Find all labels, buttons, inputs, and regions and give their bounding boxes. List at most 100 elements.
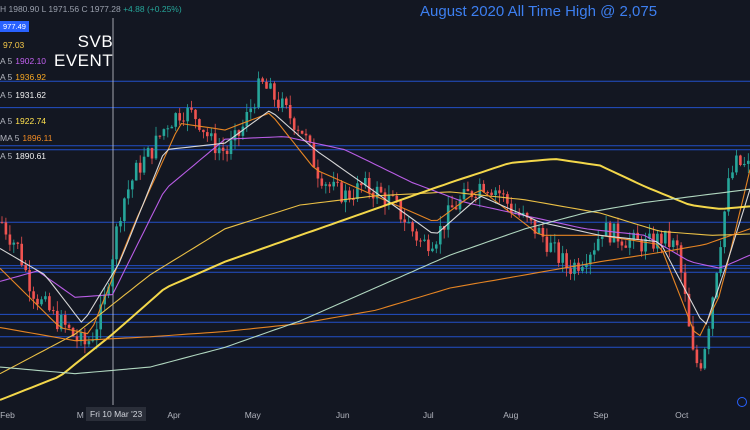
candle-body (123, 198, 126, 221)
event-date-marker: Fri 10 Mar '23 (86, 407, 147, 421)
candle-body (640, 239, 643, 252)
legend-item[interactable]: A 5 1890.61 (0, 151, 46, 161)
candle-body (158, 135, 162, 137)
x-axis-tick-label: May (244, 410, 261, 420)
candle-body (743, 163, 746, 166)
candle-body (510, 203, 513, 214)
candle-body (0, 222, 4, 224)
ohlc-close: C 1977.28 (81, 4, 121, 14)
candle-body (529, 217, 533, 221)
legend-item[interactable]: MA 5 1896.11 (0, 133, 52, 143)
legend-item-label: A 5 (0, 90, 13, 100)
moving-average-line-4 (0, 158, 750, 401)
candle-body (296, 129, 300, 131)
candle-body (217, 147, 221, 154)
candle-body (569, 268, 572, 274)
candle-body (439, 226, 442, 245)
candle-body (194, 109, 197, 120)
candle-body (632, 232, 635, 240)
candle-body (308, 135, 312, 143)
legend-item-label: A 5 (0, 151, 13, 161)
candle-body (91, 340, 95, 342)
candle-body (142, 156, 146, 173)
ohlc-low: L 1971.56 (41, 4, 80, 14)
candle-body (300, 130, 304, 134)
candle-body (36, 298, 39, 305)
legend-item-value: 1896.11 (22, 133, 53, 143)
candle-body (99, 304, 102, 330)
moving-averages-layer (0, 110, 750, 401)
candle-body (52, 310, 55, 312)
candle-body (664, 230, 667, 244)
x-axis-tick-label: Aug (503, 410, 519, 420)
candle-body (577, 262, 580, 271)
candle-body (739, 155, 742, 165)
moving-average-line-3 (0, 110, 750, 325)
candle-body (95, 329, 99, 341)
candle-body (340, 182, 343, 203)
candle-body (138, 162, 142, 173)
legend-item[interactable]: A 5 1931.62 (0, 90, 46, 100)
legend-item-value: 97.03 (3, 40, 25, 50)
candle-body (83, 332, 87, 345)
legend-item-value: 1922.74 (15, 116, 47, 126)
legend-item-value: 1902.10 (15, 56, 47, 66)
candle-body (454, 207, 458, 210)
candle-body (107, 286, 110, 295)
legend-item-label: A 5 (0, 72, 13, 82)
candle-body (360, 183, 363, 186)
candle-body (44, 296, 47, 300)
candle-body (549, 242, 553, 252)
candle-body (435, 244, 438, 249)
candle-body (687, 293, 691, 327)
candle-body (494, 190, 497, 195)
candle-body (253, 107, 256, 109)
candle-body (186, 107, 189, 122)
legend-item-label: MA 5 (0, 133, 20, 143)
candle-body (723, 211, 726, 248)
candle-body (277, 99, 280, 108)
candle-body (316, 167, 320, 179)
candle-body (691, 326, 695, 350)
candle-body (715, 273, 718, 298)
legend-item[interactable]: A 5 1922.74 (0, 116, 46, 126)
candle-body (59, 315, 63, 330)
candle-body (24, 265, 27, 271)
candle-body (190, 107, 193, 110)
candle-body (486, 192, 489, 194)
candle-body (671, 240, 675, 247)
candle-body (288, 105, 292, 119)
candle-body (660, 233, 663, 244)
candle-body (703, 349, 707, 369)
candle-body (747, 160, 750, 164)
candle-body (56, 310, 59, 330)
candle-body (628, 239, 632, 248)
candle-body (79, 332, 83, 342)
candle-body (675, 240, 679, 246)
candle-body (174, 113, 177, 127)
x-axis-tick-label: M (76, 410, 84, 420)
x-axis-tick-label: Apr (167, 410, 181, 420)
candle-body (269, 83, 272, 89)
candle-body (490, 192, 493, 195)
candle-body (265, 81, 268, 89)
candle-body (40, 299, 43, 305)
candle-body (482, 183, 485, 192)
candle-body (348, 190, 351, 200)
candle-body (249, 108, 252, 113)
legend-item[interactable]: 97.03 (0, 40, 24, 50)
svb-event-line-1: SVB (77, 32, 114, 51)
candle-body (565, 253, 568, 269)
x-axis-tick-label: Jul (422, 410, 434, 420)
candle-body (210, 133, 213, 137)
legend-item[interactable]: A 5 1936.92 (0, 72, 46, 82)
candle-body (707, 328, 711, 350)
candle-body (395, 195, 399, 201)
ohlc-readout: H 1980.90 L 1971.56 C 1977.28 +4.88 (+0.… (0, 4, 182, 14)
candle-body (695, 349, 699, 364)
legend-item[interactable]: A 5 1902.10 (0, 56, 46, 66)
candle-body (336, 181, 339, 183)
candle-body (131, 180, 134, 190)
settings-icon[interactable] (737, 397, 747, 407)
